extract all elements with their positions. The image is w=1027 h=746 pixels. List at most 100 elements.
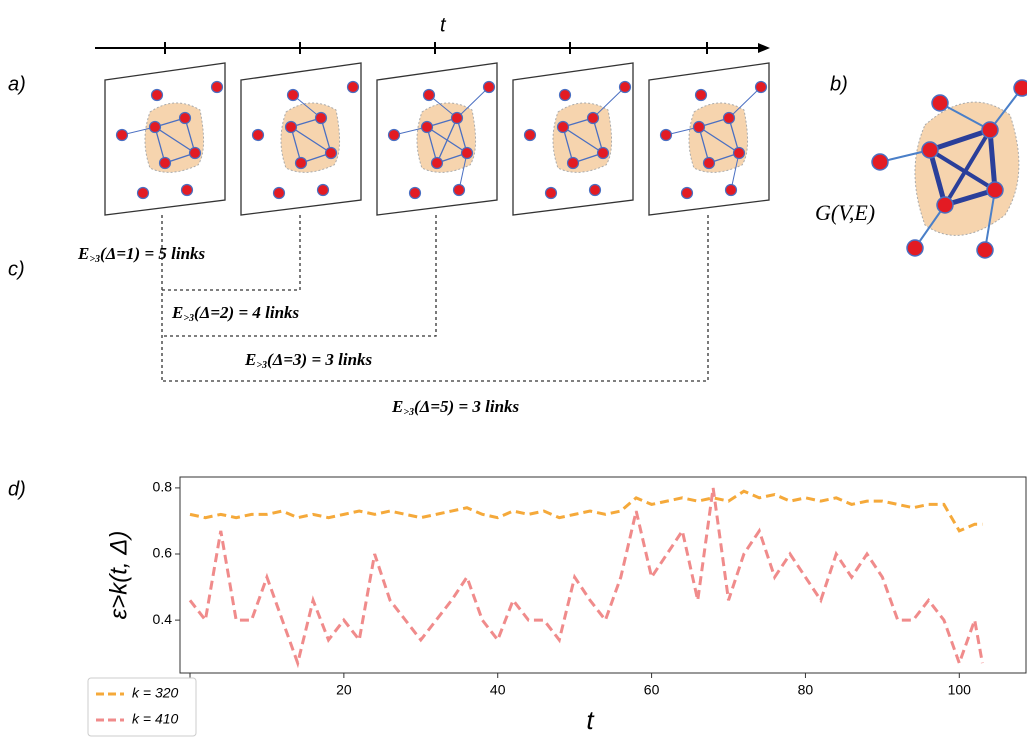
edge	[436, 117, 458, 164]
formula-text: (Δ=3) = 3 links	[267, 350, 373, 369]
core-region	[688, 102, 748, 173]
y-tick-label: 0.8	[153, 479, 173, 495]
node	[618, 80, 632, 94]
formula-text: (Δ=2) = 4 links	[194, 303, 300, 322]
edge	[927, 149, 948, 206]
node	[180, 183, 194, 197]
core-region	[416, 102, 476, 173]
node	[314, 111, 328, 125]
y-axis-label: ε>k(t, Δ)	[105, 531, 132, 620]
y-tick-label: 0.6	[153, 545, 173, 561]
node	[452, 183, 466, 197]
node	[136, 186, 150, 200]
node	[346, 80, 360, 94]
node	[115, 128, 129, 142]
formula: E>3(Δ=3) = 3 links	[244, 350, 373, 371]
formula-symbol: E	[391, 397, 403, 416]
node	[158, 156, 172, 170]
node	[871, 153, 889, 171]
edge	[939, 102, 991, 131]
edge	[943, 128, 992, 207]
node	[976, 241, 994, 259]
edge	[698, 126, 740, 154]
node	[702, 156, 716, 170]
edge	[928, 148, 997, 192]
edge	[728, 86, 762, 119]
x-tick-label: 80	[798, 682, 814, 698]
formula-subscript: >3	[183, 313, 194, 324]
panel-label: b)	[830, 73, 848, 95]
node	[931, 94, 949, 112]
edge	[989, 87, 1023, 131]
core-region	[144, 102, 204, 173]
node	[680, 186, 694, 200]
node	[722, 111, 736, 125]
node	[251, 128, 265, 142]
node	[316, 183, 330, 197]
edge	[984, 189, 996, 251]
core-region	[280, 102, 340, 173]
node	[523, 128, 537, 142]
y-tick-label: 0.4	[153, 611, 173, 627]
series-line	[188, 487, 984, 669]
node	[324, 146, 338, 160]
node	[732, 146, 746, 160]
node	[272, 186, 286, 200]
node	[148, 120, 162, 134]
node	[596, 146, 610, 160]
edge	[730, 152, 740, 191]
formula-symbol: E	[171, 303, 183, 322]
node	[724, 183, 738, 197]
panel-label: a)	[8, 73, 26, 95]
node	[284, 120, 298, 134]
node	[387, 128, 401, 142]
node	[178, 111, 192, 125]
edge	[456, 86, 490, 119]
edge	[458, 152, 468, 191]
node	[921, 141, 939, 159]
x-tick-label: 20	[336, 682, 352, 698]
formula-subscript: >3	[256, 360, 267, 371]
edge	[426, 126, 438, 164]
node	[150, 88, 164, 102]
node	[482, 80, 496, 94]
x-tick-label: 40	[490, 682, 506, 698]
formula-subscript: >3	[89, 254, 100, 265]
series-line	[189, 489, 983, 533]
edge	[562, 126, 574, 164]
node	[981, 121, 999, 139]
formula: E>3(Δ=1) = 5 links	[77, 244, 206, 265]
formula-symbol: E	[244, 350, 256, 369]
node	[1013, 79, 1027, 97]
node	[556, 120, 570, 134]
node	[460, 146, 474, 160]
node	[906, 239, 924, 257]
node	[588, 183, 602, 197]
x-tick-label: 100	[948, 682, 972, 698]
edge	[154, 126, 196, 154]
legend-label: k = 320	[132, 685, 179, 701]
node	[188, 146, 202, 160]
panel-label: d)	[8, 478, 26, 500]
edge	[290, 126, 332, 154]
edge	[592, 86, 626, 119]
edge	[290, 126, 302, 164]
formula: E>3(Δ=5) = 3 links	[391, 397, 520, 418]
x-tick-label: 60	[644, 682, 660, 698]
node	[408, 186, 422, 200]
node	[558, 88, 572, 102]
window-brackets	[161, 215, 709, 382]
formula-text: (Δ=1) = 5 links	[100, 244, 206, 263]
formula-subscript: >3	[403, 407, 414, 418]
node	[754, 80, 768, 94]
node	[659, 128, 673, 142]
time-arrow	[758, 43, 770, 53]
edge	[154, 126, 166, 164]
formula-symbol: E	[77, 244, 89, 263]
node	[430, 156, 444, 170]
node	[210, 80, 224, 94]
plot-frame	[179, 476, 1027, 674]
node	[936, 196, 954, 214]
node	[566, 156, 580, 170]
node	[286, 88, 300, 102]
